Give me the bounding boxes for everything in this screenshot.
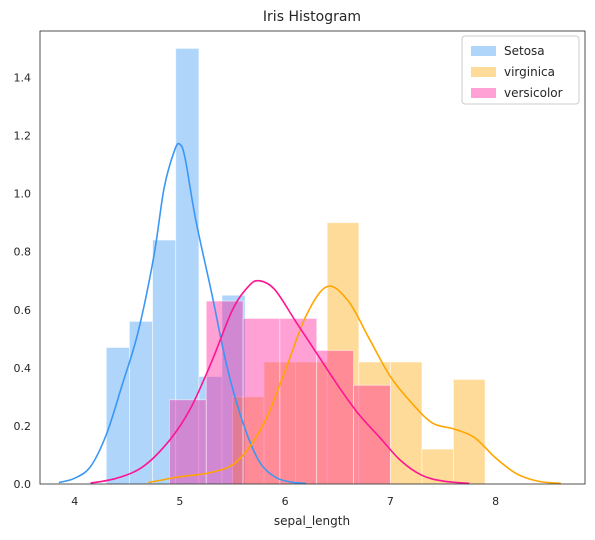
kde-line-versicolor <box>90 279 470 485</box>
legend-swatch-versicolor <box>471 88 496 98</box>
legend-label-virginica: virginica <box>504 65 555 79</box>
y-tick-label: 1.2 <box>14 130 32 143</box>
legend-swatch-setosa <box>471 46 496 56</box>
kde-line-setosa <box>58 142 307 485</box>
plot-area-frame <box>39 30 586 485</box>
y-axis-ticks: 0.0 0.2 0.4 0.6 0.8 1.0 1.2 1.4 <box>14 71 32 491</box>
x-axis-ticks: 4 5 6 7 8 <box>71 495 499 508</box>
histogram-bar-virginica-4 <box>295 361 328 485</box>
x-tick-label: 8 <box>492 495 499 508</box>
x-tick-label: 6 <box>282 495 289 508</box>
x-tick-label: 4 <box>71 495 78 508</box>
legend-box <box>461 35 580 105</box>
x-axis-label: sepal_length <box>274 514 350 528</box>
histogram-bar-virginica-6 <box>358 361 391 485</box>
y-tick-label: 0.0 <box>14 478 32 491</box>
kde-line-virginica <box>148 285 561 485</box>
x-tick-label: 7 <box>387 495 394 508</box>
legend: Setosa virginica versicolor <box>461 35 580 105</box>
chart-title: Iris Histogram <box>263 9 361 25</box>
histogram-bar-setosa-1 <box>129 320 153 485</box>
histogram-bar-virginica-8 <box>421 448 454 485</box>
histogram-bar-versicolor-3 <box>279 318 318 485</box>
histogram-bar-versicolor-5 <box>353 384 391 485</box>
y-tick-label: 1.0 <box>14 188 32 201</box>
histogram-bar-virginica-9 <box>453 379 486 485</box>
y-tick-label: 0.4 <box>14 362 32 375</box>
histogram-bar-setosa-0 <box>105 347 130 485</box>
y-tick-label: 0.8 <box>14 246 32 259</box>
bars-layer <box>105 48 486 485</box>
x-tick-label: 5 <box>176 495 183 508</box>
kde-layer <box>58 142 561 485</box>
histogram-bar-versicolor-4 <box>316 350 354 485</box>
y-tick-label: 0.6 <box>14 304 32 317</box>
y-tick-label: 0.2 <box>14 420 32 433</box>
legend-label-versicolor: versicolor <box>504 86 563 100</box>
y-tick-label: 1.4 <box>14 71 32 84</box>
legend-label-setosa: Setosa <box>504 44 545 58</box>
legend-swatch-virginica <box>471 67 496 77</box>
